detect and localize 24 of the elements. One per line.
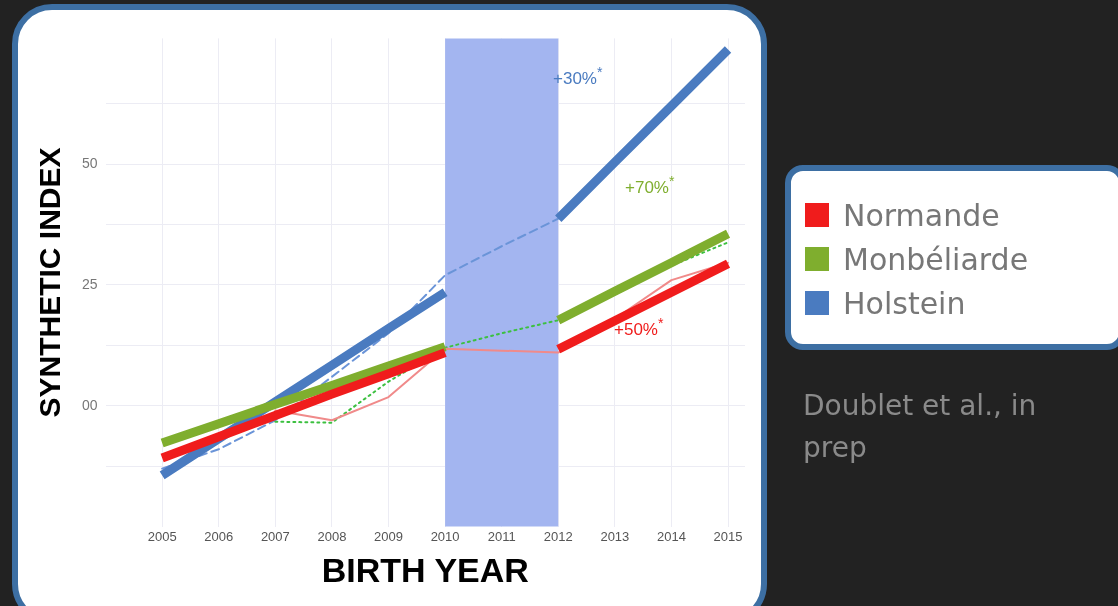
x-tick-label: 2006 xyxy=(204,528,234,544)
x-tick-label: 2008 xyxy=(317,528,347,544)
x-tick-label: 2013 xyxy=(600,528,630,544)
text: Doublet et al., in prep xyxy=(803,388,1038,466)
x-tick-label: 2015 xyxy=(713,528,743,544)
legend-label: Holstein xyxy=(843,285,966,321)
x-tick-label: 2014 xyxy=(656,528,686,544)
y-axis-title: SYNTHETIC INDEX xyxy=(33,147,67,418)
x-tick-label: 2009 xyxy=(374,528,403,544)
y-tick-label: 00 xyxy=(81,396,98,413)
annotation: +70%$^{*}$ xyxy=(625,173,675,198)
legend-label: Normande xyxy=(843,197,1000,233)
x-tick-label: 2010 xyxy=(430,528,460,544)
x-axis-title: BIRTH YEAR xyxy=(321,550,529,589)
line-series xyxy=(161,217,560,470)
y-tick-label: 25 xyxy=(81,275,98,292)
legend-label: Monbéliarde xyxy=(843,241,1029,277)
x-tick-label: 2007 xyxy=(260,528,290,544)
x-tick-label: 2005 xyxy=(147,528,177,544)
x-tick-label: 2011 xyxy=(487,528,516,544)
y-tick-label: 50 xyxy=(81,154,98,171)
x-tick-label: 2012 xyxy=(543,528,573,544)
annotation: +30%$^{*}$ xyxy=(553,64,603,89)
annotation: +50%$^{*}$ xyxy=(614,315,664,340)
